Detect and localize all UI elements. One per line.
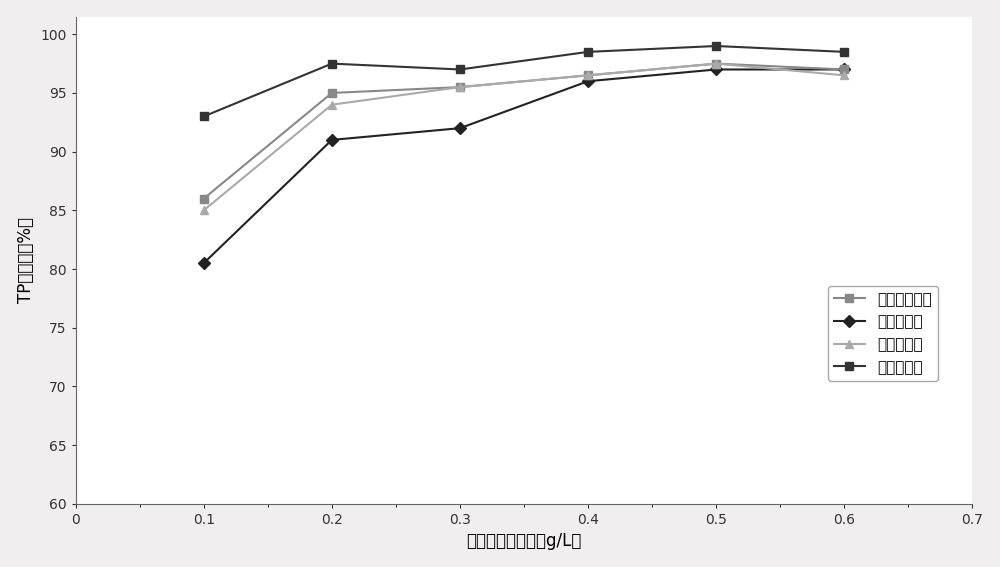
国外某混凝剂 [454, 84, 466, 91]
国外某混凝剂 [326, 90, 338, 96]
聚合硫酸铁 [326, 60, 338, 67]
聚合硫酸铁 [582, 48, 594, 55]
聚合氯化铝 [838, 66, 850, 73]
聚合硫酸铁 [710, 43, 722, 49]
自制混凝剂 [710, 60, 722, 67]
国外某混凝剂 [198, 195, 210, 202]
自制混凝剂 [326, 101, 338, 108]
国外某混凝剂 [710, 60, 722, 67]
Legend: 国外某混凝剂, 聚合氯化铝, 自制混凝剂, 聚合硫酸铁: 国外某混凝剂, 聚合氯化铝, 自制混凝剂, 聚合硫酸铁 [828, 286, 938, 381]
Line: 聚合硫酸铁: 聚合硫酸铁 [200, 42, 848, 121]
Line: 国外某混凝剂: 国外某混凝剂 [200, 60, 848, 203]
Y-axis label: TP去除率（%）: TP去除率（%） [17, 217, 35, 303]
聚合硫酸铁 [838, 48, 850, 55]
国外某混凝剂 [838, 66, 850, 73]
国外某混凝剂 [582, 72, 594, 79]
Line: 自制混凝剂: 自制混凝剂 [200, 60, 848, 214]
Line: 聚合氯化铝: 聚合氯化铝 [200, 65, 848, 267]
自制混凝剂 [838, 72, 850, 79]
自制混凝剂 [582, 72, 594, 79]
聚合硫酸铁 [198, 113, 210, 120]
聚合硫酸铁 [454, 66, 466, 73]
自制混凝剂 [198, 207, 210, 214]
聚合氯化铝 [710, 66, 722, 73]
聚合氯化铝 [582, 78, 594, 84]
聚合氯化铝 [454, 125, 466, 132]
X-axis label: 混凝剂的投加量（g/L）: 混凝剂的投加量（g/L） [466, 532, 582, 551]
自制混凝剂 [454, 84, 466, 91]
聚合氯化铝 [198, 260, 210, 266]
聚合氯化铝 [326, 137, 338, 143]
